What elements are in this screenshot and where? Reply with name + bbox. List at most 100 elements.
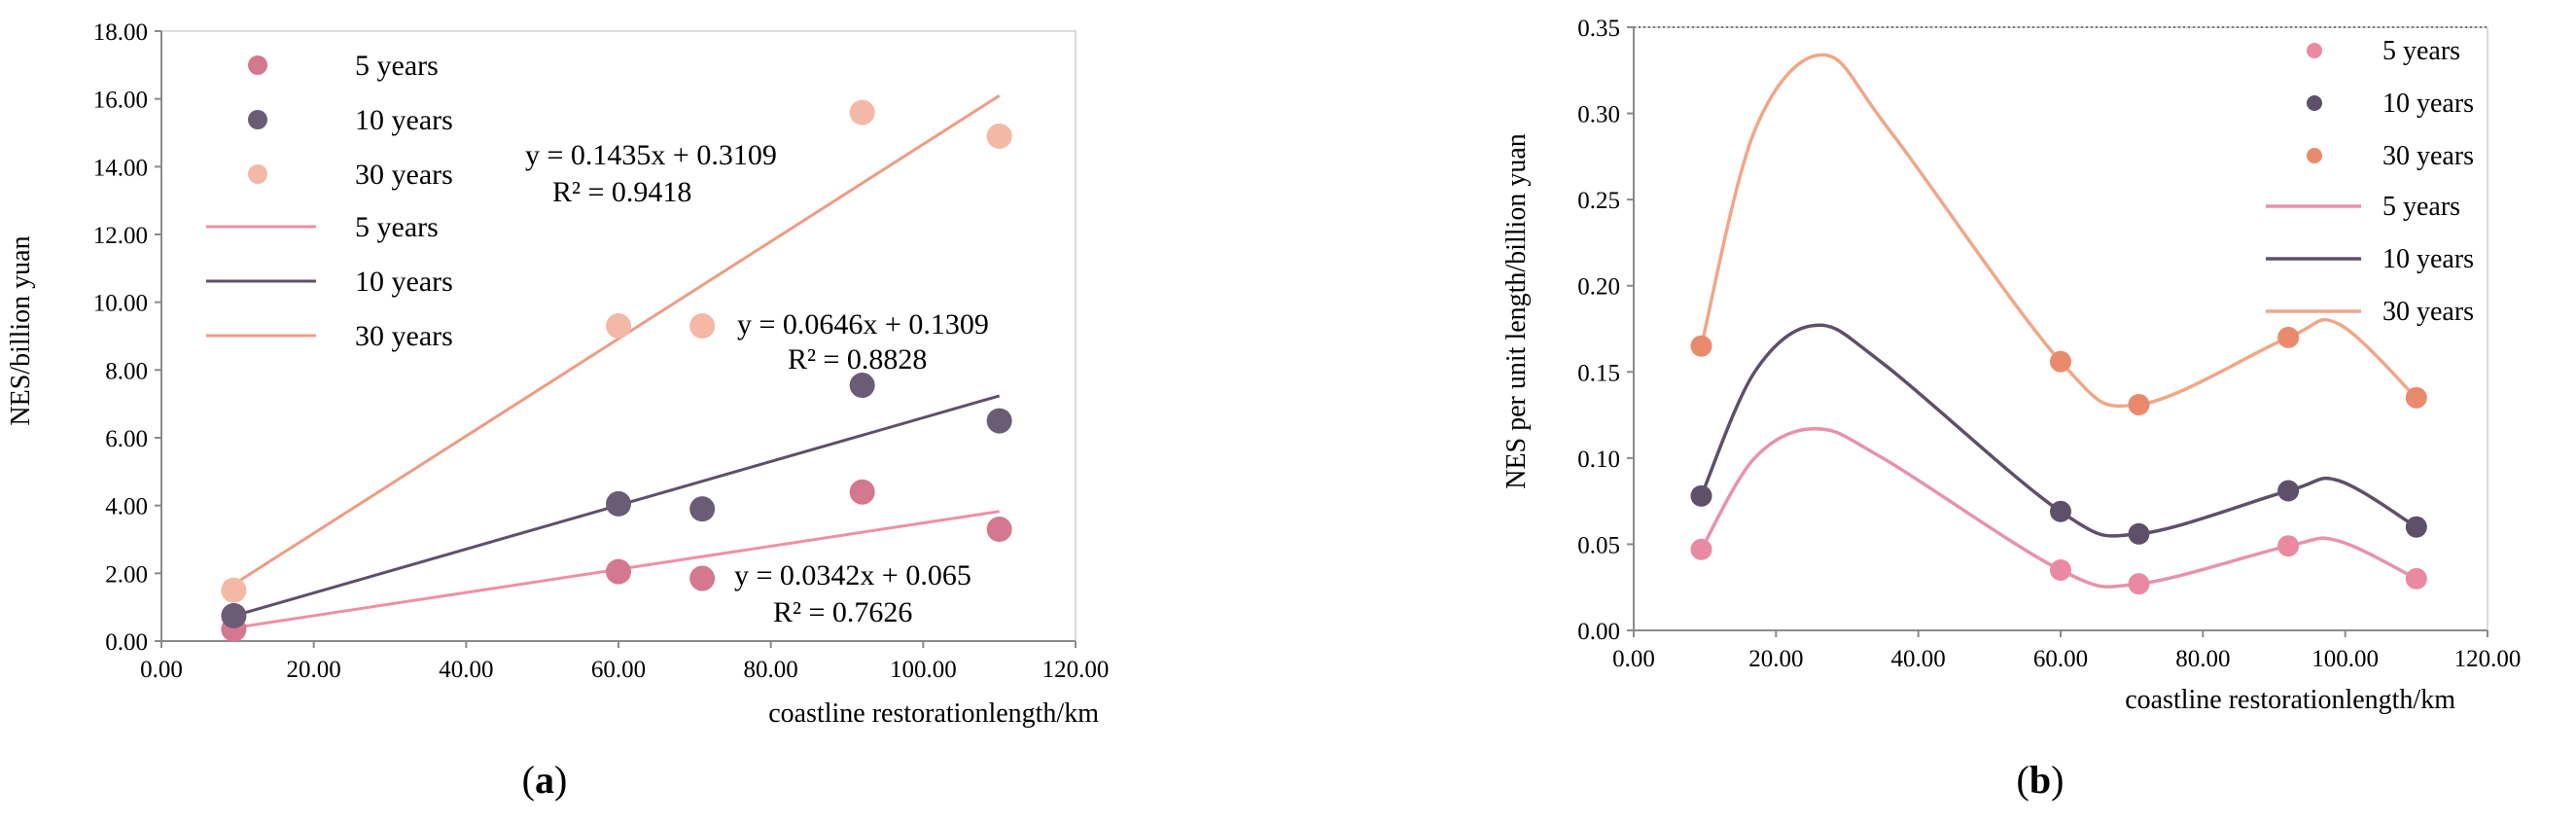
chart-a-legend-marker [248, 110, 267, 129]
chart-b-data-point [2128, 393, 2150, 415]
chart-a-trendline [232, 94, 1001, 586]
chart-a-legend: 5 years 10 years 30 years 5 years 10 years 30… [206, 50, 453, 352]
chart-a-y-tick-label: 2.00 [105, 561, 148, 588]
chart-b-data-point [2277, 480, 2300, 502]
chart-a-legend-marker [248, 55, 267, 75]
chart-a-data-point [221, 602, 247, 628]
chart-b-legend-marker [2307, 95, 2322, 111]
chart-b-x-axis-label: coastline restorationlength/km [2125, 685, 2455, 715]
chart-b-legend: 5 years 10 years 30 years 5 years 10 years 30… [2266, 36, 2474, 327]
chart-a-data-point [221, 577, 247, 603]
chart-a-data-point [849, 99, 875, 125]
chart-b-data-point [1690, 484, 1712, 507]
chart-b-data-point [2050, 350, 2071, 373]
chart-a-legend-label: 30 years [355, 159, 453, 191]
chart-a-data-point [606, 490, 631, 517]
chart-b-legend-label: 10 years [2382, 89, 2474, 119]
chart-a-y-tick-label: 14.00 [93, 155, 148, 181]
chart-b-y-tick-label: 0.30 [1577, 102, 1620, 128]
chart-b-y-axis-label: NES per unit length/billion yuan [1501, 133, 1532, 489]
chart-a-x-tick-label: 80.00 [744, 657, 798, 683]
chart-a-y-tick-label: 16.00 [93, 88, 148, 114]
chart-a-svg: 0.00 20.00 40.00 60.00 80.00 100.00 120.00 0.00… [6, 19, 1110, 802]
chart-b-legend-label: 5 years [2382, 36, 2460, 66]
chart-b-data-point [2128, 573, 2150, 595]
chart-a-y-tick-label: 18.00 [93, 19, 148, 46]
chart-a-legend-marker [248, 164, 267, 184]
chart-a-y-tick-label: 0.00 [105, 629, 148, 656]
chart-a-data-point [606, 313, 631, 340]
chart-a-legend-label: 5 years [355, 211, 439, 243]
chart-a-data-point [606, 558, 631, 585]
chart-a-y-tick-label: 6.00 [105, 426, 148, 452]
chart-panel-a: 0.00 20.00 40.00 60.00 80.00 100.00 120.00 0.00… [0, 0, 1264, 823]
chart-b-data-point [2277, 326, 2300, 348]
chart-b-series-line [1699, 323, 2417, 538]
chart-a-y-tick-label: 8.00 [105, 358, 148, 384]
chart-a-trend-equation: y = 0.0342x + 0.065 [734, 559, 971, 591]
chart-a-x-tick-label: 120.00 [1042, 657, 1110, 683]
chart-b-x-tick-label: 40.00 [1891, 646, 1946, 672]
chart-b-data-point [2128, 522, 2150, 545]
chart-b-legend-marker [2307, 148, 2322, 163]
chart-b-y-tick-label: 0.00 [1577, 619, 1620, 645]
chart-b-data-point [2277, 535, 2300, 557]
chart-b-x-tick-label: 120.00 [2454, 646, 2522, 672]
chart-b-data-point [1690, 538, 1712, 560]
chart-a-data-point [849, 373, 875, 399]
chart-b-legend-label: 30 years [2382, 141, 2474, 171]
chart-a-data-point [986, 123, 1012, 149]
chart-b-y-tick-label: 0.35 [1577, 16, 1620, 42]
chart-b-data-point [2405, 567, 2427, 590]
chart-a-panel-caption: (a) [522, 758, 568, 802]
chart-b-y-tick-label: 0.20 [1577, 274, 1620, 301]
chart-b-data-point [2405, 386, 2427, 409]
chart-b-y-tick-label: 0.10 [1577, 447, 1620, 473]
chart-b-y-tick-label: 0.15 [1577, 360, 1620, 386]
chart-a-x-tick-label: 60.00 [591, 657, 646, 683]
chart-b-legend-marker [2307, 43, 2322, 58]
chart-a-trend-r2: R² = 0.7626 [773, 596, 912, 628]
chart-a-x-axis-label: coastline restorationlength/km [768, 698, 1099, 729]
chart-b-legend-label: 10 years [2382, 244, 2474, 274]
chart-a-x-tick-label: 40.00 [439, 657, 493, 683]
chart-b-x-tick-label: 0.00 [1612, 646, 1655, 672]
chart-b-y-tick-label: 0.05 [1577, 532, 1620, 558]
chart-a-y-tick-label: 4.00 [105, 494, 148, 520]
chart-a-trend-r2: R² = 0.9418 [552, 176, 691, 208]
chart-b-legend-label: 30 years [2382, 297, 2474, 327]
chart-a-y-tick-label: 12.00 [93, 223, 148, 249]
chart-a-x-tick-label: 20.00 [287, 657, 341, 683]
chart-a-data-point [849, 479, 875, 505]
chart-a-data-point [689, 565, 716, 591]
chart-b-data-point [2405, 516, 2427, 538]
chart-b-legend-label: 5 years [2382, 192, 2460, 222]
chart-b-panel-caption: (b) [2017, 758, 2064, 802]
chart-b-data-point [1690, 335, 1712, 357]
chart-a-legend-label: 30 years [355, 320, 453, 352]
chart-b-x-tick-label: 20.00 [1748, 646, 1803, 672]
chart-a-data-point [986, 517, 1012, 543]
chart-panel-b: 0.00 20.00 40.00 60.00 80.00 100.00 120.00 0.00… [1459, 0, 2576, 823]
chart-a-legend-label: 10 years [355, 104, 453, 136]
chart-a-trend-equation: y = 0.1435x + 0.3109 [525, 139, 777, 171]
chart-b-data-point [2050, 559, 2071, 581]
chart-b-x-tick-label: 100.00 [2311, 646, 2379, 672]
chart-b-x-tick-label: 80.00 [2175, 646, 2230, 672]
chart-a-data-point [986, 408, 1012, 434]
chart-b-data-point [2050, 500, 2071, 522]
chart-b-y-tick-label: 0.25 [1577, 188, 1620, 214]
chart-a-legend-label: 5 years [355, 50, 439, 82]
chart-b-series-line [1699, 53, 2418, 409]
chart-a-trend-equation: y = 0.0646x + 0.1309 [737, 308, 989, 340]
chart-a-y-tick-label: 10.00 [93, 291, 148, 317]
chart-b-x-tick-label: 60.00 [2033, 646, 2088, 672]
chart-b-svg: 0.00 20.00 40.00 60.00 80.00 100.00 120.00 0.00… [1501, 16, 2522, 802]
chart-a-legend-label: 10 years [355, 266, 453, 298]
chart-a-x-tick-label: 100.00 [890, 657, 957, 683]
chart-a-x-tick-label: 0.00 [140, 657, 183, 683]
chart-a-y-axis-label: NES/billion yuan [6, 235, 36, 425]
chart-a-data-point [689, 496, 716, 522]
chart-a-trend-r2: R² = 0.8828 [788, 343, 927, 376]
chart-a-data-point [689, 313, 716, 340]
